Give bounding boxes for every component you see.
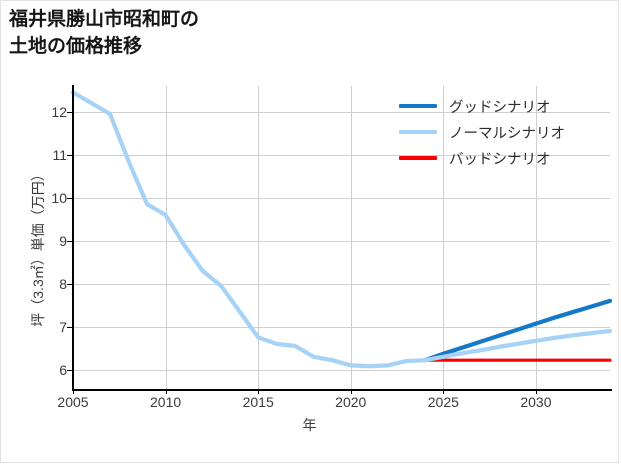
gridline-y-10 (73, 198, 610, 199)
gridline-y-8 (73, 284, 610, 285)
y-tick-label-11: 11 (52, 146, 67, 163)
gridline-x-2020 (351, 86, 352, 389)
page-title: 福井県勝山市昭和町の 土地の価格推移 (9, 9, 200, 57)
chart-legend: グッドシナリオ ノーマルシナリオ バッドシナリオ (399, 93, 604, 171)
x-tick-mark-2020 (350, 389, 352, 394)
y-tick-mark-6 (67, 369, 73, 371)
x-tick-label-2025: 2025 (427, 394, 459, 410)
x-tick-mark-2010 (165, 389, 167, 394)
legend-label-0: グッドシナリオ (449, 99, 551, 116)
x-tick-mark-2025 (443, 389, 445, 394)
plot-area (70, 86, 613, 389)
x-tick-mark-2030 (535, 389, 537, 394)
x-tick-mark-2015 (258, 389, 260, 394)
legend-item-0[interactable]: グッドシナリオ (399, 93, 604, 119)
y-tick-mark-10 (67, 197, 73, 199)
y-tick-mark-12 (67, 111, 73, 113)
gridline-y-7 (73, 327, 610, 328)
gridline-x-2010 (166, 86, 167, 389)
x-tick-label-2015: 2015 (242, 394, 274, 410)
legend-swatch-icon-2 (399, 156, 437, 160)
y-tick-mark-7 (67, 326, 73, 328)
x-tick-label-2005: 2005 (57, 394, 89, 410)
y-tick-mark-8 (67, 283, 73, 285)
y-tick-label-12: 12 (51, 103, 67, 120)
y-tick-mark-9 (67, 240, 73, 242)
gridline-x-2030 (536, 86, 537, 389)
y-tick-mark-11 (67, 154, 73, 156)
y-axis-ticks: 6 7 8 9 10 11 12 (23, 1, 67, 466)
y-axis-line (72, 85, 74, 391)
legend-swatch-icon-0 (399, 104, 437, 108)
gridline-y-6 (73, 370, 610, 371)
y-tick-label-8: 8 (59, 275, 67, 292)
x-tick-label-2010: 2010 (150, 394, 182, 410)
gridline-y-12 (73, 112, 610, 113)
series-lines (70, 90, 613, 369)
x-tick-label-2030: 2030 (520, 394, 552, 410)
y-tick-label-9: 9 (59, 232, 67, 249)
gridline-x-2015 (258, 86, 259, 389)
y-tick-label-6: 6 (59, 361, 67, 378)
gridline-y-11 (73, 155, 610, 156)
x-tick-mark-2005 (73, 389, 74, 394)
x-axis-label: 年 (302, 417, 317, 433)
gridline-y-9 (73, 241, 610, 242)
legend-item-2[interactable]: バッドシナリオ (399, 145, 604, 171)
series-line-グッドシナリオ (422, 298, 613, 363)
x-tick-label-2020: 2020 (335, 394, 367, 410)
series-line-ノーマルシナリオ (70, 90, 613, 369)
legend-label-2: バッドシナリオ (449, 151, 551, 168)
legend-item-1[interactable]: ノーマルシナリオ (399, 119, 604, 145)
x-axis-line (72, 389, 612, 391)
y-tick-label-7: 7 (59, 318, 67, 335)
legend-swatch-icon-1 (399, 130, 437, 134)
legend-label-1: ノーマルシナリオ (449, 125, 565, 142)
y-tick-label-10: 10 (51, 189, 67, 206)
gridline-x-2025 (443, 86, 444, 389)
y-axis-label: 坪（3.3㎡）単価（万円） (30, 167, 46, 327)
